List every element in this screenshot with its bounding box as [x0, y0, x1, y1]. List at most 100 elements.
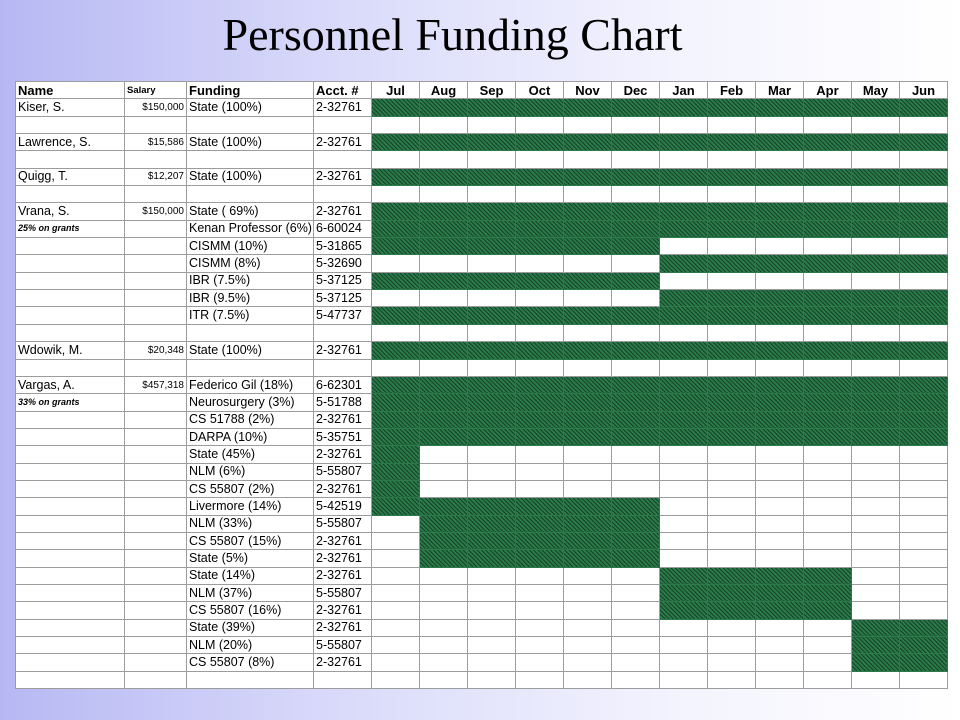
funded-month-bar — [563, 427, 612, 447]
funded-month-bar — [707, 341, 756, 360]
funded-month-bar — [419, 514, 468, 533]
month-cell — [371, 150, 420, 169]
month-cell — [611, 479, 660, 499]
month-cell — [755, 358, 804, 377]
month-cell — [803, 237, 852, 256]
funded-month-bar — [707, 289, 756, 308]
col-header-dec: Dec — [611, 80, 660, 100]
funding-cell: State (100%) — [186, 98, 314, 117]
month-cell — [515, 254, 564, 273]
month-cell — [659, 323, 708, 343]
funded-month-bar — [515, 497, 564, 516]
month-cell — [563, 289, 612, 308]
funded-month-bar — [803, 566, 852, 585]
acct-cell: 2-32761 — [313, 410, 372, 429]
salary-cell: $150,000 — [124, 98, 187, 117]
funded-month-bar — [515, 306, 564, 325]
salary-cell — [124, 462, 187, 481]
funded-month-bar — [467, 427, 516, 447]
funded-month-bar — [611, 341, 660, 360]
funded-month-bar — [371, 237, 420, 256]
funded-month-bar — [563, 514, 612, 533]
month-cell — [899, 445, 948, 464]
funded-month-bar — [899, 133, 948, 152]
month-cell — [707, 653, 756, 672]
table-row — [15, 150, 948, 169]
funded-month-bar — [899, 393, 948, 412]
funded-month-bar — [419, 393, 468, 412]
table-row: State (45%) 2-32761 — [15, 445, 948, 464]
funding-cell: CS 55807 (2%) — [186, 479, 314, 499]
salary-cell — [124, 670, 187, 690]
funded-month-bar — [707, 202, 756, 221]
funded-month-bar — [899, 635, 948, 655]
funded-month-bar — [851, 306, 900, 325]
table-row: State (14%) 2-32761 — [15, 566, 948, 585]
month-cell — [803, 549, 852, 568]
salary-cell — [124, 566, 187, 585]
funded-month-bar — [467, 531, 516, 551]
funding-cell: State (100%) — [186, 341, 314, 360]
month-cell — [755, 497, 804, 516]
funding-cell — [186, 323, 314, 343]
month-cell — [851, 445, 900, 464]
funding-cell: CISMM (10%) — [186, 237, 314, 256]
table-row: Kiser, S. $150,000 State (100%) 2-32761 — [15, 98, 948, 117]
funded-month-bar — [611, 219, 660, 239]
month-cell — [419, 462, 468, 481]
funded-month-bar — [515, 237, 564, 256]
salary-cell: $12,207 — [124, 167, 187, 187]
month-cell — [707, 635, 756, 655]
month-cell — [755, 323, 804, 343]
salary-cell: $20,348 — [124, 341, 187, 360]
acct-cell: 5-37125 — [313, 271, 372, 291]
funded-month-bar — [659, 202, 708, 221]
month-cell — [515, 462, 564, 481]
acct-cell: 2-32761 — [313, 566, 372, 585]
funded-month-bar — [899, 618, 948, 638]
month-cell — [851, 670, 900, 690]
funding-cell: State ( 69%) — [186, 202, 314, 221]
month-cell — [851, 185, 900, 204]
funding-cell: State (14%) — [186, 566, 314, 585]
funding-cell: IBR (9.5%) — [186, 289, 314, 308]
month-cell — [803, 358, 852, 377]
month-cell — [803, 271, 852, 291]
funding-cell: Kenan Professor (6%) — [186, 219, 314, 239]
acct-cell: 6-62301 — [313, 375, 372, 395]
funding-cell: NLM (20%) — [186, 635, 314, 655]
salary-cell — [124, 601, 187, 620]
month-cell — [515, 289, 564, 308]
funded-month-bar — [755, 393, 804, 412]
name-cell: 25% on grants — [15, 219, 125, 239]
month-cell — [755, 462, 804, 481]
month-cell — [611, 462, 660, 481]
month-cell — [803, 115, 852, 135]
funded-month-bar — [515, 393, 564, 412]
table-row: State (39%) 2-32761 — [15, 618, 948, 638]
funded-month-bar — [515, 410, 564, 429]
month-cell — [707, 445, 756, 464]
page-title: Personnel Funding Chart — [222, 9, 683, 60]
month-cell — [563, 150, 612, 169]
acct-cell: 6-60024 — [313, 219, 372, 239]
funding-cell: Livermore (14%) — [186, 497, 314, 516]
month-cell — [467, 323, 516, 343]
col-header-salary: Salary — [124, 80, 187, 100]
funded-month-bar — [419, 219, 468, 239]
month-cell — [707, 479, 756, 499]
funded-month-bar — [371, 410, 420, 429]
funded-month-bar — [563, 410, 612, 429]
month-cell — [563, 254, 612, 273]
month-cell — [707, 237, 756, 256]
month-cell — [419, 601, 468, 620]
month-cell — [755, 115, 804, 135]
salary-cell: $457,318 — [124, 375, 187, 395]
month-cell — [851, 271, 900, 291]
funded-month-bar — [659, 306, 708, 325]
month-cell — [515, 601, 564, 620]
funded-month-bar — [707, 410, 756, 429]
funded-month-bar — [371, 427, 420, 447]
month-cell — [899, 358, 948, 377]
month-cell — [755, 531, 804, 551]
